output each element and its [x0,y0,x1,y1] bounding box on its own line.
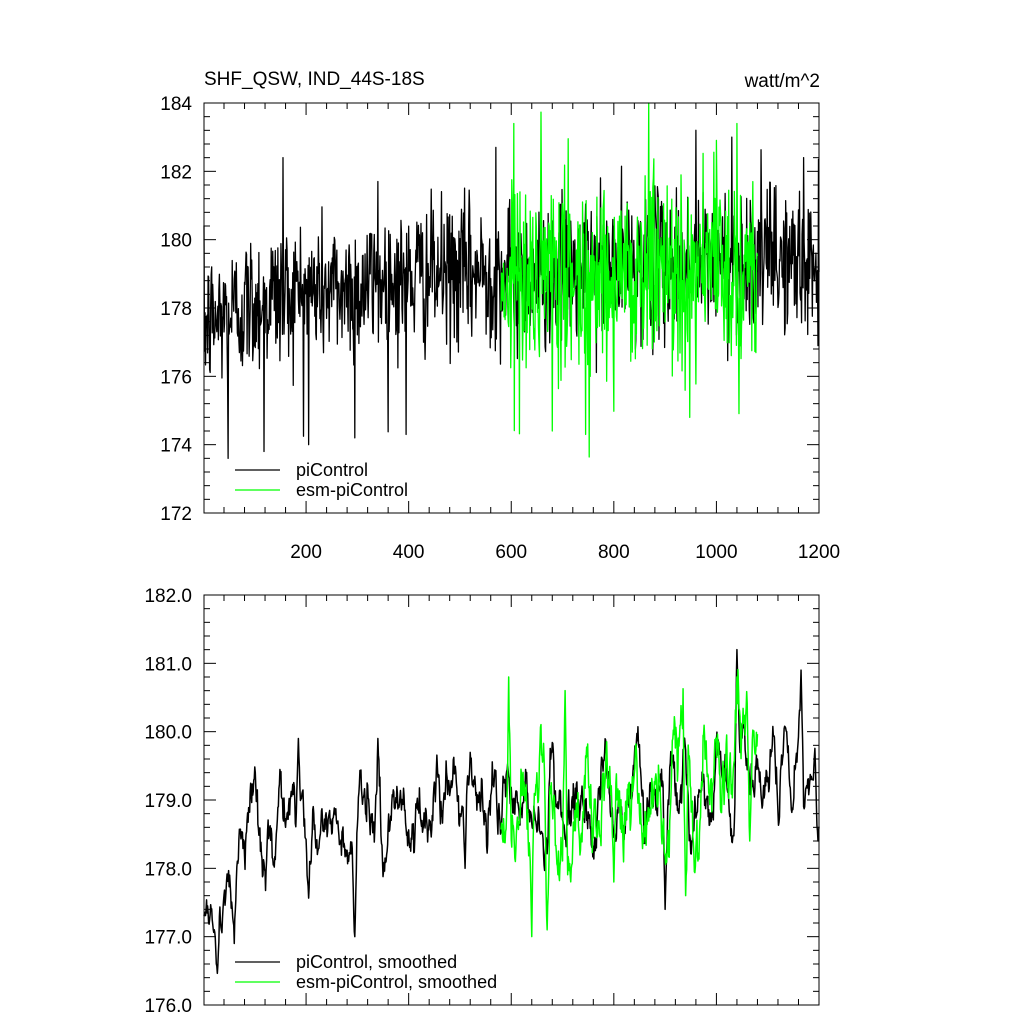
units-label: watt/m^2 [744,71,820,92]
x-tick-label: 200 [290,542,322,563]
y-tick-label: 178 [160,299,192,320]
x-tick-label: 600 [495,542,527,563]
y-tick-label: 178.0 [144,859,192,880]
series-line-esm-picontrol [500,102,759,458]
top-plot-frame [203,102,820,514]
x-tick-label: 1000 [695,542,737,563]
legend-label-picontrol: piControl [296,460,368,480]
top-panel: SHF_QSW, IND_44S-18S watt/m^2 1721741761… [160,69,840,563]
x-tick-label: 800 [598,542,630,563]
y-tick-label: 176 [160,367,192,388]
y-tick-label: 179.0 [144,791,192,812]
legend-label-picontrol-smoothed: piControl, smoothed [296,952,457,972]
y-tick-label: 181.0 [144,654,192,675]
y-tick-label: 172 [160,504,192,525]
bottom-legend: piControl, smoothed esm-piControl, smoot… [235,952,497,992]
x-tick-label: 400 [393,542,425,563]
y-tick-label: 182 [160,162,192,183]
y-tick-label: 184 [160,94,192,115]
top-series-layer [203,102,820,459]
top-legend: piControl esm-piControl [235,460,408,500]
y-tick-label: 176.0 [144,996,192,1017]
chart-title: SHF_QSW, IND_44S-18S [204,69,425,90]
bottom-panel: 176.0 177.0 178.0 179.0 180.0 181.0 182.0 piCo… [144,586,820,1017]
bottom-plot-frame [203,594,820,1006]
bottom-series-layer [203,648,820,975]
legend-label-esm-picontrol-smoothed: esm-piControl, smoothed [296,972,497,992]
x-tick-label: 1200 [798,542,840,563]
series-line-esm-picontrol-smoothed [500,668,759,938]
bottom-axis-ticks: 176.0 177.0 178.0 179.0 180.0 181.0 182.0 [144,586,820,1017]
y-tick-label: 180 [160,231,192,252]
legend-label-esm-picontrol: esm-piControl [296,480,408,500]
top-axis-ticks: 172 174 176 178 180 182 184 200 400 600 800 1000 120… [160,94,840,563]
y-tick-label: 180.0 [144,723,192,744]
y-tick-label: 177.0 [144,928,192,949]
y-tick-label: 182.0 [144,586,192,607]
y-tick-label: 174 [160,436,192,457]
